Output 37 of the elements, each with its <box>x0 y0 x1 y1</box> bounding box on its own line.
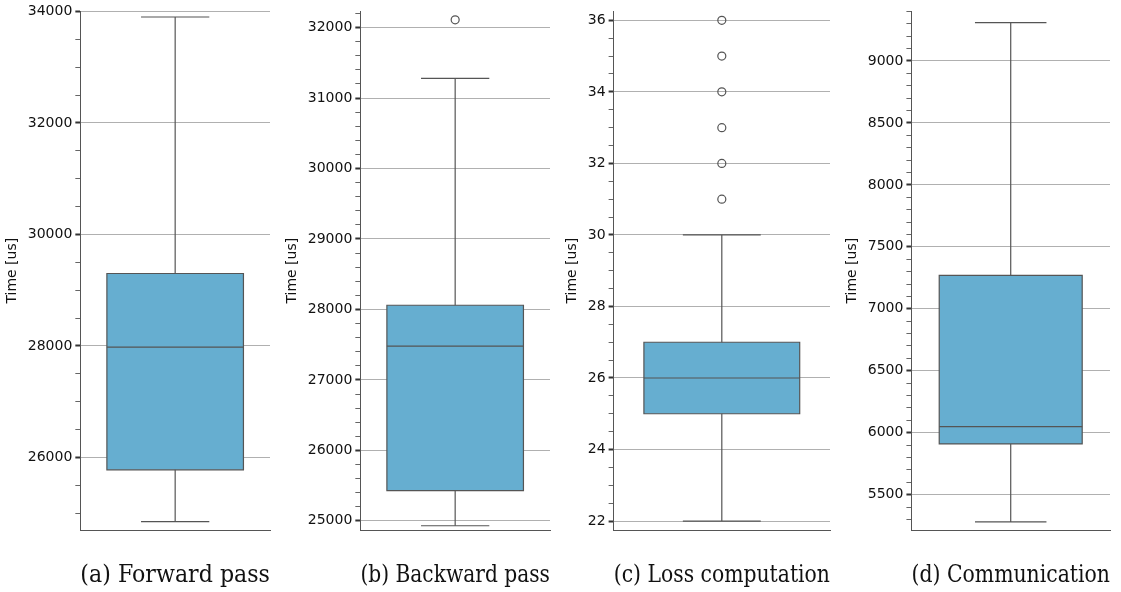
y-tick-label: 7500 <box>867 237 904 254</box>
y-tick-label: 25000 <box>307 511 353 528</box>
y-tick-label: 6000 <box>867 423 904 440</box>
y-tick-label: 32 <box>587 154 606 171</box>
y-tick-label: 8500 <box>867 113 904 130</box>
y-tick-label: 30000 <box>307 159 353 176</box>
y-tick-label: 32000 <box>27 113 73 130</box>
y-tick-label: 6500 <box>867 361 904 378</box>
x-axis-title: (a) Forward pass <box>80 558 270 588</box>
y-tick-label: 26 <box>587 368 606 385</box>
x-axis-title: (d) Communication <box>911 558 1111 587</box>
y-tick-label: 7000 <box>867 299 904 316</box>
y-tick-label: 36 <box>587 10 606 27</box>
x-axis-title: (c) Loss computation <box>613 558 831 587</box>
y-tick-label: 26000 <box>307 441 353 458</box>
y-tick-label: 9000 <box>867 51 904 68</box>
y-tick-label: 26000 <box>27 448 73 465</box>
y-tick-label: 30 <box>587 225 606 242</box>
y-tick-label: 5500 <box>867 485 904 502</box>
y-axis-title: Time [us] <box>563 237 580 305</box>
x-axis-title: (b) Backward pass <box>360 558 550 587</box>
y-tick-label: 31000 <box>307 88 353 105</box>
y-tick-label: 28000 <box>307 300 353 317</box>
y-axis-title: Time [us] <box>843 237 860 305</box>
y-tick-label: 24 <box>587 440 606 457</box>
y-axis-title: Time [us] <box>283 237 300 305</box>
y-tick-label: 32000 <box>307 18 353 35</box>
y-axis-title: Time [us] <box>3 237 20 305</box>
y-tick-label: 8000 <box>867 175 904 192</box>
y-tick-label: 30000 <box>27 225 73 242</box>
y-tick-label: 27000 <box>307 370 353 387</box>
y-tick-label: 22 <box>587 511 606 528</box>
y-tick-label: 28 <box>587 297 606 314</box>
y-tick-label: 34 <box>587 82 606 99</box>
y-tick-label: 28000 <box>27 336 73 353</box>
y-tick-label: 29000 <box>307 229 353 246</box>
y-tick-label: 34000 <box>27 2 73 19</box>
